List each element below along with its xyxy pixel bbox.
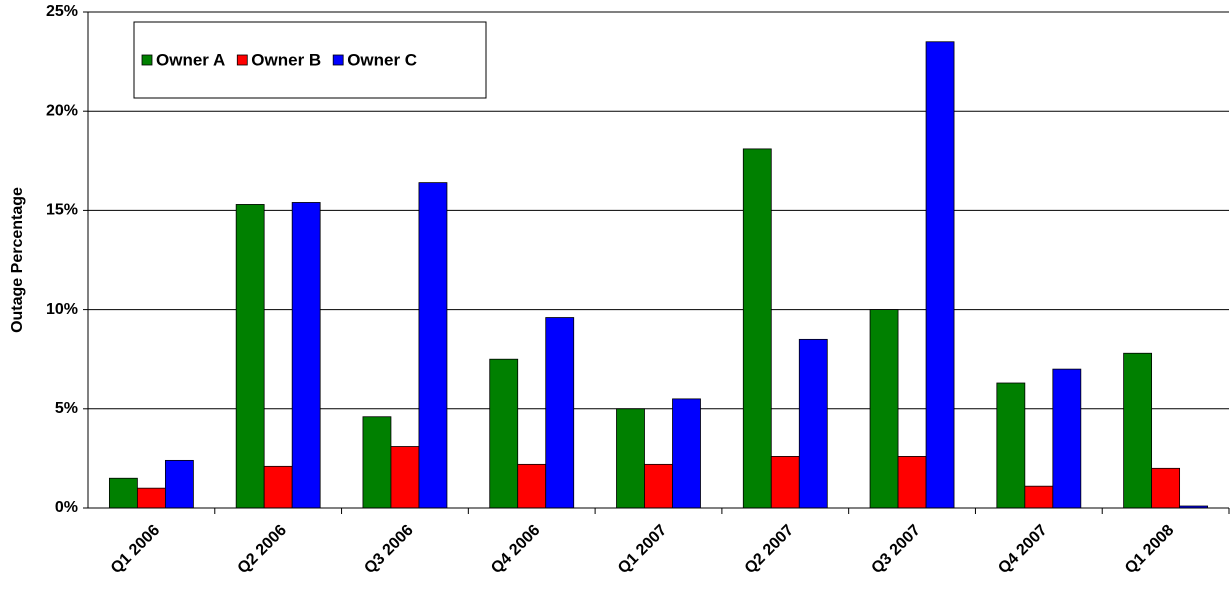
y-tick-label: 20% xyxy=(46,102,78,119)
legend-label: Owner B xyxy=(251,50,321,69)
x-tick-label: Q4 2007 xyxy=(995,522,1051,578)
bar xyxy=(517,463,547,509)
y-tick-label: 25% xyxy=(46,3,78,20)
x-tick-label: Q4 2006 xyxy=(488,522,544,578)
bar xyxy=(616,408,645,509)
bar xyxy=(644,463,673,509)
x-tick-label: Q3 2006 xyxy=(361,522,417,578)
x-tick-label: Q2 2006 xyxy=(235,522,291,578)
x-tick-label: Q3 2007 xyxy=(868,522,924,578)
bar xyxy=(418,182,448,509)
bar xyxy=(742,148,772,509)
bar xyxy=(108,477,138,509)
y-tick-label: 15% xyxy=(46,202,78,219)
legend-label: Owner C xyxy=(347,50,417,69)
bar xyxy=(897,456,927,509)
bar xyxy=(291,202,321,509)
bar xyxy=(164,459,194,509)
bar xyxy=(136,487,166,509)
bar xyxy=(489,358,519,509)
y-tick-label: 10% xyxy=(46,301,78,318)
bar xyxy=(1052,368,1082,509)
bar xyxy=(263,465,293,509)
legend-swatch xyxy=(236,54,248,66)
bar xyxy=(390,446,420,509)
legend-box xyxy=(133,21,487,99)
bar xyxy=(1151,467,1181,509)
legend-label: Owner A xyxy=(156,50,225,69)
y-tick-label: 0% xyxy=(55,499,78,516)
bar xyxy=(770,456,800,509)
bar xyxy=(798,338,828,509)
x-tick-label: Q2 2007 xyxy=(742,522,798,578)
legend: Owner A Owner B Owner C xyxy=(133,21,487,99)
legend-swatch xyxy=(332,54,344,66)
bar xyxy=(545,317,575,509)
y-axis-label: Outage Percentage xyxy=(9,187,26,333)
x-tick-label: Q1 2007 xyxy=(615,522,671,578)
x-tick-label: Q1 2008 xyxy=(1122,522,1178,578)
bar xyxy=(1123,352,1153,509)
bar xyxy=(235,204,265,509)
bar xyxy=(869,309,899,509)
bar xyxy=(996,382,1026,509)
bar xyxy=(1024,485,1054,509)
legend-swatch xyxy=(141,54,153,66)
bar xyxy=(362,416,392,509)
y-tick-label: 5% xyxy=(55,400,78,417)
bar xyxy=(672,398,701,509)
x-tick-label: Q1 2006 xyxy=(108,522,164,578)
bar xyxy=(925,41,955,509)
